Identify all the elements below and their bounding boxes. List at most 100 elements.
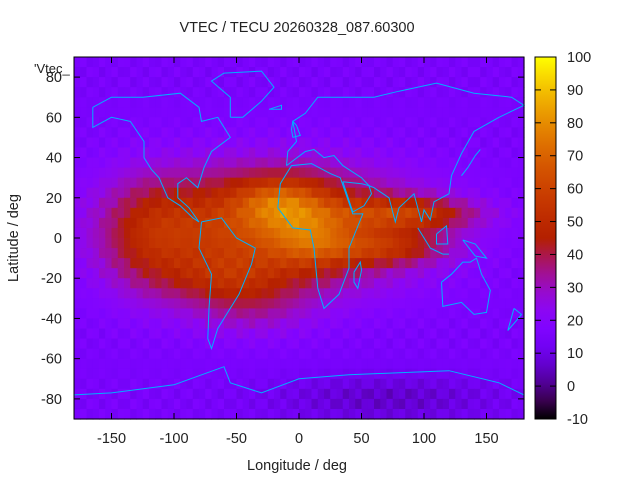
heatmap-cell <box>336 137 344 149</box>
heatmap-cell <box>280 358 288 370</box>
heatmap-cell <box>311 67 319 78</box>
heatmap-cell <box>417 57 425 68</box>
heatmap-cell <box>342 278 350 289</box>
heatmap-cell <box>249 268 256 279</box>
heatmap-cell <box>330 308 338 320</box>
heatmap-cell <box>161 147 169 159</box>
heatmap-cell <box>105 97 113 108</box>
heatmap-cell <box>155 127 163 139</box>
heatmap-cell <box>455 288 463 299</box>
heatmap-cell <box>367 248 375 259</box>
heatmap-cell <box>455 217 463 229</box>
heatmap-cell <box>367 167 375 179</box>
heatmap-cell <box>242 288 250 299</box>
heatmap-cell <box>486 278 494 289</box>
heatmap-cell <box>361 177 369 189</box>
heatmap-cell <box>180 147 188 159</box>
heatmap-cell <box>480 348 488 360</box>
heatmap-cell <box>117 398 125 410</box>
heatmap-cell <box>286 187 294 199</box>
heatmap-cell <box>155 368 163 380</box>
heatmap-cell <box>480 308 488 320</box>
heatmap-cell <box>230 308 238 320</box>
heatmap-cell <box>417 288 425 299</box>
heatmap-cell <box>74 147 81 159</box>
heatmap-cell <box>342 348 350 360</box>
heatmap-cell <box>349 97 356 108</box>
heatmap-cell <box>392 227 400 239</box>
heatmap-cell <box>517 167 525 179</box>
heatmap-cell <box>411 97 419 108</box>
heatmap-cell <box>517 338 525 350</box>
x-tick-label: -50 <box>226 431 247 447</box>
heatmap-cell <box>161 117 169 128</box>
heatmap-cell <box>299 358 306 370</box>
heatmap-cell <box>361 348 369 360</box>
heatmap-cell <box>174 348 181 360</box>
heatmap-cell <box>167 97 175 108</box>
heatmap-cell <box>367 268 375 279</box>
coastline <box>286 82 526 224</box>
heatmap-cell <box>99 197 106 209</box>
heatmap-cell <box>330 157 338 169</box>
heatmap-cell <box>486 137 494 149</box>
heatmap-cell <box>74 177 81 189</box>
heatmap-cell <box>467 117 475 128</box>
heatmap-cell <box>392 87 400 98</box>
heatmap-cell <box>342 358 350 370</box>
heatmap-cell <box>449 348 456 360</box>
heatmap-cell <box>474 97 481 108</box>
heatmap-cell <box>80 318 88 330</box>
heatmap-cell <box>286 298 294 309</box>
heatmap-cell <box>392 368 400 380</box>
heatmap-cell <box>74 408 81 420</box>
heatmap-cell <box>292 227 300 239</box>
heatmap-cell <box>130 197 138 209</box>
heatmap-cell <box>117 97 125 108</box>
heatmap-cell <box>511 127 519 139</box>
heatmap-cell <box>424 177 431 189</box>
heatmap-cell <box>442 298 450 309</box>
heatmap-cell <box>317 278 325 289</box>
heatmap-cell <box>317 258 325 269</box>
heatmap-cell <box>361 167 369 179</box>
heatmap-cell <box>249 358 256 370</box>
heatmap-cell <box>467 227 475 239</box>
heatmap-cell <box>124 187 131 199</box>
heatmap-cell <box>361 67 369 78</box>
heatmap-cell <box>486 248 494 259</box>
heatmap-cell <box>430 217 438 229</box>
heatmap-cell <box>149 348 156 360</box>
heatmap-cell <box>105 157 113 169</box>
heatmap-cell <box>86 248 94 259</box>
heatmap-cell <box>286 207 294 219</box>
heatmap-cell <box>130 147 138 159</box>
heatmap-cell <box>442 177 450 189</box>
heatmap-cell <box>255 348 263 360</box>
heatmap-cell <box>299 278 306 289</box>
heatmap-cell <box>280 398 288 410</box>
heatmap-cell <box>124 137 131 149</box>
heatmap-cell <box>317 288 325 299</box>
heatmap-cell <box>180 318 188 330</box>
heatmap-cell <box>499 288 506 299</box>
heatmap-cell <box>330 398 338 410</box>
heatmap-cell <box>386 77 394 88</box>
heatmap-cell <box>380 77 388 88</box>
heatmap-cell <box>217 157 225 169</box>
heatmap-cell <box>161 137 169 149</box>
heatmap-cell <box>430 358 438 370</box>
heatmap-cell <box>242 207 250 219</box>
chart-title: VTEC / TECU 20260328_087.60300 <box>179 20 414 36</box>
heatmap-cell <box>317 368 325 380</box>
y-tick-label: -80 <box>41 392 62 408</box>
heatmap-cell <box>411 408 419 420</box>
heatmap-cell <box>411 57 419 68</box>
heatmap-cell <box>274 378 281 390</box>
x-tick-label: 150 <box>474 431 498 447</box>
heatmap-cell <box>317 398 325 410</box>
heatmap-cell <box>517 147 525 159</box>
heatmap-cell <box>449 187 456 199</box>
heatmap-cell <box>199 318 206 330</box>
heatmap-cell <box>361 358 369 370</box>
